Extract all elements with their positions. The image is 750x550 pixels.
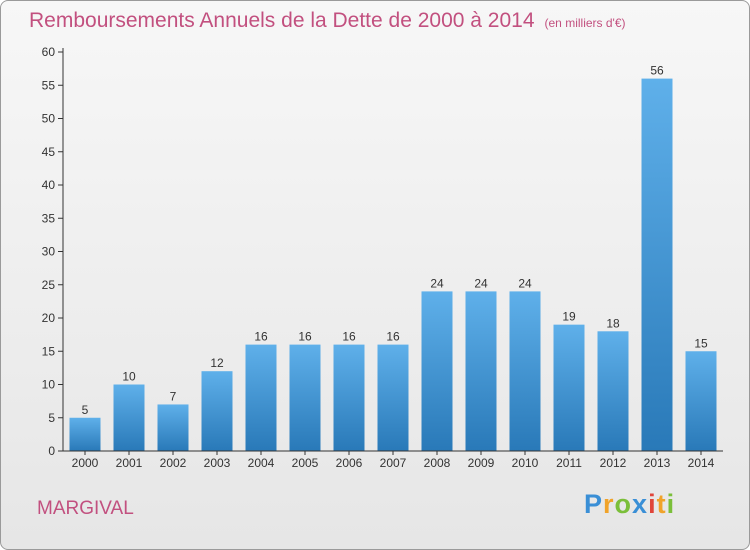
y-tick-label: 60 <box>42 45 56 59</box>
x-tick-label: 2003 <box>204 456 231 470</box>
chart-title: Remboursements Annuels de la Dette de 20… <box>29 9 626 33</box>
bar-value-label: 16 <box>298 330 312 344</box>
logo-letter: t <box>656 489 667 519</box>
x-tick-label: 2009 <box>468 456 495 470</box>
y-tick-label: 0 <box>48 444 55 458</box>
bar <box>333 344 365 451</box>
bar-value-label: 12 <box>210 356 224 370</box>
bar <box>641 78 673 451</box>
bar-value-label: 16 <box>254 330 268 344</box>
y-tick-label: 35 <box>42 211 56 225</box>
y-tick-label: 10 <box>42 378 56 392</box>
x-tick-label: 2005 <box>292 456 319 470</box>
x-tick-label: 2000 <box>72 456 99 470</box>
bars <box>69 78 717 451</box>
y-tick-label: 55 <box>42 78 56 92</box>
x-axis: 2000 2001 2002 2003 2004 2005 2006 2007 2008 2009… <box>63 450 723 470</box>
bar <box>113 384 145 451</box>
y-tick-label: 45 <box>42 145 56 159</box>
x-tick-label: 2007 <box>380 456 407 470</box>
y-tick-label: 15 <box>42 344 56 358</box>
logo-letter: P <box>584 489 604 519</box>
bar <box>509 291 541 451</box>
y-tick-label: 30 <box>42 245 56 259</box>
chart-title-text: Remboursements Annuels de la Dette de 20… <box>29 9 535 32</box>
data-labels: 5 10 7 12 16 16 16 16 24 24 24 19 18 56 15 <box>82 64 708 417</box>
logo-letter: i <box>648 489 657 519</box>
x-tick-label: 2011 <box>556 456 582 470</box>
x-tick-label: 2002 <box>160 456 187 470</box>
bar-value-label: 10 <box>122 370 136 384</box>
x-tick-label: 2014 <box>688 456 715 470</box>
bar-value-label: 24 <box>518 276 532 290</box>
x-tick-label: 2008 <box>424 456 451 470</box>
chart-subtitle: (en milliers d'€) <box>544 16 626 30</box>
x-tick-label: 2010 <box>512 456 539 470</box>
x-tick-label: 2004 <box>248 456 275 470</box>
logo-letter: r <box>603 489 615 519</box>
y-tick-label: 50 <box>42 112 56 126</box>
y-tick-label: 5 <box>48 411 55 425</box>
commune-name: MARGIVAL <box>37 498 134 519</box>
bar-value-label: 24 <box>474 276 488 290</box>
logo-letter: i <box>666 489 676 519</box>
bar-value-label: 15 <box>694 336 708 350</box>
bar <box>465 291 497 451</box>
y-tick-label: 20 <box>42 311 56 325</box>
bar-value-label: 7 <box>170 389 177 403</box>
bar <box>597 331 629 451</box>
x-tick-label: 2012 <box>600 456 627 470</box>
bar <box>421 291 453 451</box>
bar <box>157 404 189 451</box>
bar-value-label: 16 <box>342 330 356 344</box>
y-tick-label: 40 <box>42 178 56 192</box>
bar <box>553 324 585 451</box>
logo-letter: x <box>632 489 649 519</box>
y-tick-label: 25 <box>42 278 56 292</box>
bar-value-label: 24 <box>430 276 444 290</box>
bar <box>245 344 277 451</box>
bar-value-label: 56 <box>650 64 664 78</box>
bar <box>377 344 409 451</box>
logo-letter: o <box>614 489 633 519</box>
bar <box>201 371 233 451</box>
x-tick-label: 2001 <box>116 456 143 470</box>
x-tick-label: 2013 <box>644 456 671 470</box>
bar <box>69 417 101 451</box>
proxiti-logo: Proxiti <box>584 489 675 520</box>
bar <box>685 351 717 451</box>
bar-value-label: 19 <box>562 310 576 324</box>
bar <box>289 344 321 451</box>
bar-value-label: 18 <box>606 316 620 330</box>
x-tick-label: 2006 <box>336 456 363 470</box>
bar-value-label: 16 <box>386 330 400 344</box>
bar-value-label: 5 <box>82 403 89 417</box>
y-axis: 0 5 10 15 20 25 30 35 40 45 50 55 60 <box>42 45 64 458</box>
